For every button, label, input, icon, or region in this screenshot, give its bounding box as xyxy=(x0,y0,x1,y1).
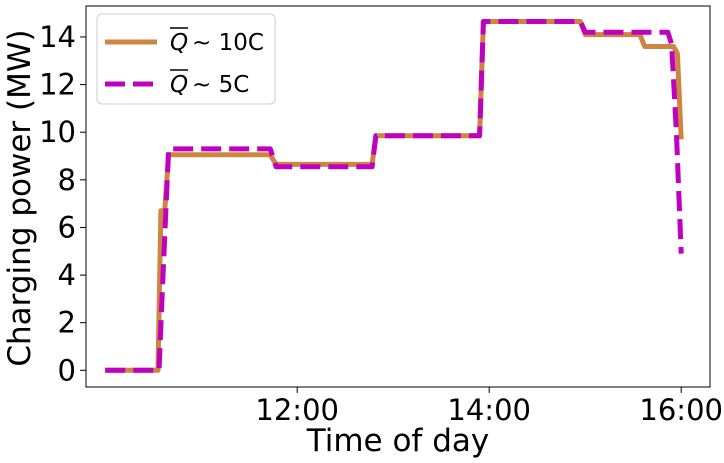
series-line-2 xyxy=(105,19,684,373)
series-lines xyxy=(105,19,684,373)
y-tick-label: 10 xyxy=(39,115,76,149)
y-axis-label: Charging power (MW) xyxy=(2,29,38,366)
y-tick-label: 14 xyxy=(39,20,76,54)
legend-symbol: Q xyxy=(170,30,188,56)
x-tick-label: 14:00 xyxy=(447,393,531,427)
y-axis: 0 2 4 6 8 10 12 14 xyxy=(39,20,86,387)
x-tick-label: 16:00 xyxy=(639,393,723,427)
y-tick-label: 2 xyxy=(58,306,76,340)
legend-symbol: Q xyxy=(170,72,188,98)
y-tick-label: 4 xyxy=(58,258,76,292)
legend-label-1: ~ 10C xyxy=(192,30,264,56)
y-tick-label: 12 xyxy=(39,68,76,102)
x-axis: 12:00 14:00 16:00 xyxy=(255,387,723,427)
legend-label-2: ~ 5C xyxy=(192,72,249,98)
plot-frame xyxy=(85,5,711,388)
x-tick-label: 12:00 xyxy=(255,393,339,427)
y-tick-label: 6 xyxy=(58,210,76,244)
x-axis-label: Time of day xyxy=(306,423,489,459)
y-tick-label: 8 xyxy=(58,163,76,197)
y-tick-label: 0 xyxy=(58,353,76,387)
